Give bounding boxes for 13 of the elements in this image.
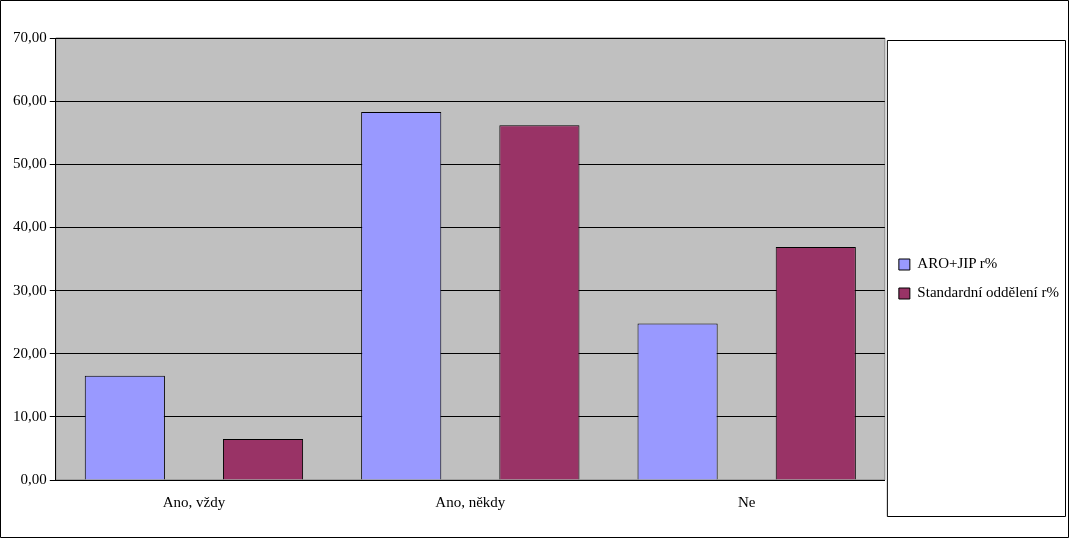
legend-label: ARO+JIP r% [917, 255, 998, 272]
x-tick-label: Ne [737, 493, 756, 510]
y-tick-label: 30,00 [13, 281, 47, 298]
legend-label: Standardní oddělení r% [917, 284, 1060, 301]
y-tick-label: 10,00 [13, 407, 47, 424]
y-tick-label: 20,00 [13, 344, 47, 361]
y-tick-label: 50,00 [13, 155, 47, 172]
y-tick-label: 60,00 [13, 92, 47, 109]
y-tick-label: 40,00 [13, 218, 47, 235]
y-tick-label: 0,00 [20, 470, 47, 487]
x-tick-label: Ano, vždy [162, 493, 226, 510]
x-tick-label: Ano, někdy [435, 493, 506, 510]
y-tick-label: 70,00 [13, 28, 47, 45]
